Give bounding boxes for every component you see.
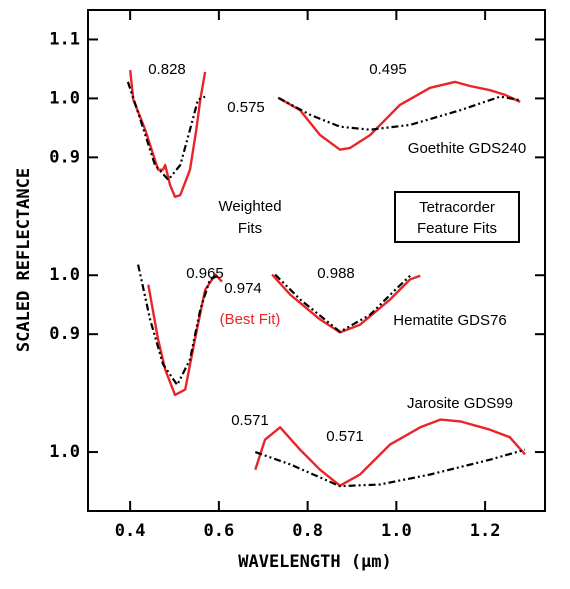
annotation: 0.988 xyxy=(317,265,355,282)
spectrum-line xyxy=(129,69,207,198)
annotation: 0.575 xyxy=(227,99,265,116)
spectrum-line xyxy=(271,273,421,334)
annotation: Fits xyxy=(238,220,262,237)
annotation: 0.571 xyxy=(326,428,364,445)
spectrum-line xyxy=(277,80,521,151)
plot-frame xyxy=(87,9,546,512)
x-tick-label: 1.0 xyxy=(381,521,412,541)
x-tick-label: 0.4 xyxy=(115,521,146,541)
y-tick-label: 1.1 xyxy=(49,29,80,49)
y-tick-label: 1.0 xyxy=(49,88,80,108)
x-tick-label: 0.6 xyxy=(204,521,235,541)
y-tick-label: 0.9 xyxy=(49,324,80,344)
annotation: Goethite GDS240 xyxy=(408,140,526,157)
y-tick-label: 0.9 xyxy=(49,147,80,167)
annotation: Jarosite GDS99 xyxy=(407,395,513,412)
spectrum-line xyxy=(254,448,526,488)
annotation: 0.495 xyxy=(369,61,407,78)
annotation: Feature Fits xyxy=(417,220,497,237)
spectrum-line xyxy=(254,418,526,487)
legend-box xyxy=(394,191,520,243)
y-tick-label: 1.0 xyxy=(49,442,80,462)
annotation: Tetracorder xyxy=(419,199,495,216)
annotation: Weighted xyxy=(218,198,281,215)
y-axis-label: SCALED REFLECTANCE xyxy=(14,168,34,352)
spectrum-line xyxy=(147,273,223,397)
y-tick-label: 1.0 xyxy=(49,265,80,285)
x-axis-label: WAVELENGTH (µm) xyxy=(238,552,392,572)
spectrum-line xyxy=(274,273,411,333)
annotation: 0.828 xyxy=(148,61,186,78)
x-tick-label: 1.2 xyxy=(470,521,501,541)
annotation: (Best Fit) xyxy=(220,311,281,328)
spectrum-line xyxy=(277,95,521,131)
annotation: 0.571 xyxy=(231,412,269,429)
spectrum-line xyxy=(137,264,221,386)
annotation: 0.965 xyxy=(186,265,224,282)
x-tick-label: 0.8 xyxy=(292,521,323,541)
annotation: 0.974 xyxy=(224,280,262,297)
annotation: Hematite GDS76 xyxy=(393,312,506,329)
spectrum-line xyxy=(126,81,206,181)
